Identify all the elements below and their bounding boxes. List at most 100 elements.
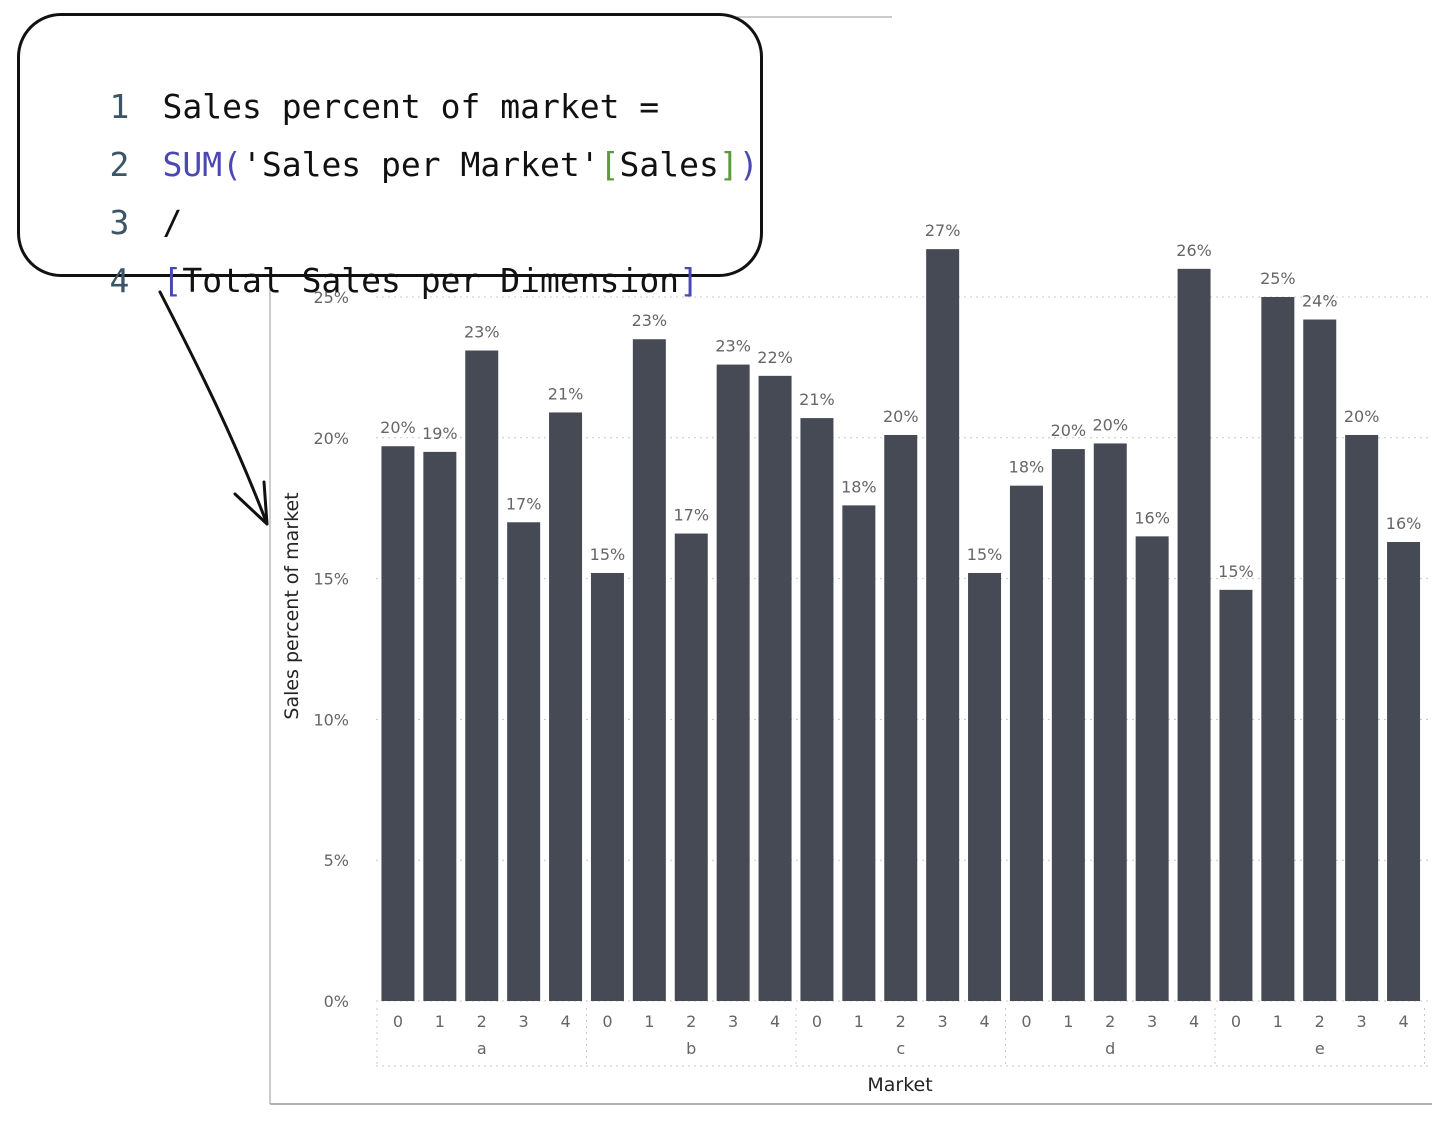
bar (674, 533, 708, 1001)
data-label: 19% (422, 424, 458, 443)
x-tick-label: 0 (812, 1012, 822, 1031)
x-tick-label: 2 (1315, 1012, 1325, 1031)
data-label: 17% (506, 494, 542, 513)
y-tick-label: 25% (313, 288, 349, 307)
dax-code-callout: 1 Sales percent of market = 2 SUM('Sales p… (17, 13, 763, 300)
data-label: 17% (673, 506, 709, 525)
x-tick-label: 2 (477, 1012, 487, 1031)
bar (842, 505, 876, 1001)
code-paren-close: ) (738, 145, 759, 184)
data-label: 24% (1302, 292, 1338, 311)
x-group-label: b (686, 1039, 696, 1058)
x-tick-label: 0 (1021, 1012, 1031, 1031)
data-label: 15% (967, 545, 1003, 564)
bar (590, 572, 624, 1001)
data-label: 23% (632, 311, 668, 330)
bar (1303, 319, 1337, 1001)
code-text: Sales percent of market = (162, 87, 660, 126)
code-line-2: 2 SUM('Sales per Market'[Sales]) (30, 90, 758, 184)
data-label: 26% (1176, 241, 1212, 260)
x-tick-label: 4 (560, 1012, 570, 1031)
data-label: 16% (1134, 508, 1170, 527)
bar (1345, 434, 1379, 1001)
x-tick-label: 1 (435, 1012, 445, 1031)
line-number: 4 (109, 261, 130, 300)
bar (632, 339, 666, 1001)
data-label: 25% (1260, 269, 1296, 288)
data-label: 21% (799, 390, 835, 409)
x-tick-label: 3 (728, 1012, 738, 1031)
callout-arrow (158, 290, 269, 526)
x-tick-label: 4 (1189, 1012, 1199, 1031)
x-tick-label: 3 (1147, 1012, 1157, 1031)
x-tick-label: 1 (1273, 1012, 1283, 1031)
data-label: 15% (590, 545, 626, 564)
x-tick-label: 2 (686, 1012, 696, 1031)
x-group-label: a (477, 1039, 487, 1058)
data-label: 27% (925, 221, 961, 240)
bars (381, 249, 1421, 1002)
x-tick-label: 2 (1105, 1012, 1115, 1031)
x-tick-label: 1 (854, 1012, 864, 1031)
bar (1093, 443, 1127, 1001)
line-number: 1 (109, 87, 130, 126)
line-number: 3 (109, 203, 130, 242)
y-axis-title: Sales percent of market (281, 492, 303, 719)
y-tick-label: 20% (313, 429, 349, 448)
y-tick-label: 5% (324, 851, 349, 870)
data-label: 18% (841, 477, 877, 496)
data-label: 23% (715, 337, 751, 356)
y-tick-label: 10% (313, 710, 349, 729)
x-tick-label: 3 (938, 1012, 948, 1031)
callout-arrowhead (233, 480, 269, 526)
bar (1135, 536, 1169, 1001)
data-label: 20% (1051, 421, 1087, 440)
bar (968, 572, 1002, 1001)
x-axis-ticks: 0 1 2 3 4 a 0 1 2 3 4 b 0 1 2 3 4 c 0 1 2 3 4 d 0 1 2 3 4 e (376, 1008, 1432, 1067)
x-tick-label: 0 (602, 1012, 612, 1031)
bar (716, 364, 750, 1002)
bar (423, 451, 457, 1001)
bar (381, 446, 415, 1001)
x-tick-label: 0 (393, 1012, 403, 1031)
x-tick-label: 0 (1231, 1012, 1241, 1031)
x-tick-label: 1 (1063, 1012, 1073, 1031)
data-label: 20% (380, 418, 416, 437)
data-label: 16% (1386, 514, 1422, 533)
x-tick-label: 1 (644, 1012, 654, 1031)
bar (507, 522, 541, 1001)
bar (549, 412, 583, 1001)
data-label: 20% (883, 407, 919, 426)
code-bracket-close: ] (718, 145, 739, 184)
data-labels: 20% 19% 23% 17% 21% 15% 23% 17% 23% 22% 21% 18% 20% 2… (380, 221, 1421, 581)
bar (1009, 485, 1043, 1001)
x-tick-label: 4 (979, 1012, 989, 1031)
x-group-label: c (896, 1039, 905, 1058)
bar (926, 249, 960, 1002)
data-label: 23% (464, 323, 500, 342)
x-tick-label: 4 (1398, 1012, 1408, 1031)
code-bracket-open: [ (599, 145, 620, 184)
y-axis-ticks: 0% 5% 10% 15% 20% 25% (313, 288, 349, 1011)
bar (465, 350, 499, 1001)
bar (1051, 449, 1085, 1002)
x-group-label: e (1315, 1039, 1325, 1058)
data-label: 18% (1009, 458, 1045, 477)
bar (1261, 297, 1295, 1001)
code-column-name: Sales (619, 145, 719, 184)
line-number: 2 (109, 145, 130, 184)
bar (1177, 268, 1211, 1002)
bar (800, 418, 834, 1001)
data-label: 21% (548, 384, 584, 403)
code-line-4: 4 [Total Sales per Dimension] (30, 206, 698, 300)
code-line-1: 1 Sales percent of market = (30, 32, 659, 126)
code-text: / (162, 203, 183, 242)
data-label: 22% (757, 348, 793, 367)
data-label: 20% (1344, 407, 1380, 426)
x-group-label: d (1105, 1039, 1115, 1058)
x-tick-label: 4 (770, 1012, 780, 1031)
bar (884, 434, 918, 1001)
bar (1219, 589, 1253, 1001)
x-axis-title: Market (867, 1074, 932, 1096)
